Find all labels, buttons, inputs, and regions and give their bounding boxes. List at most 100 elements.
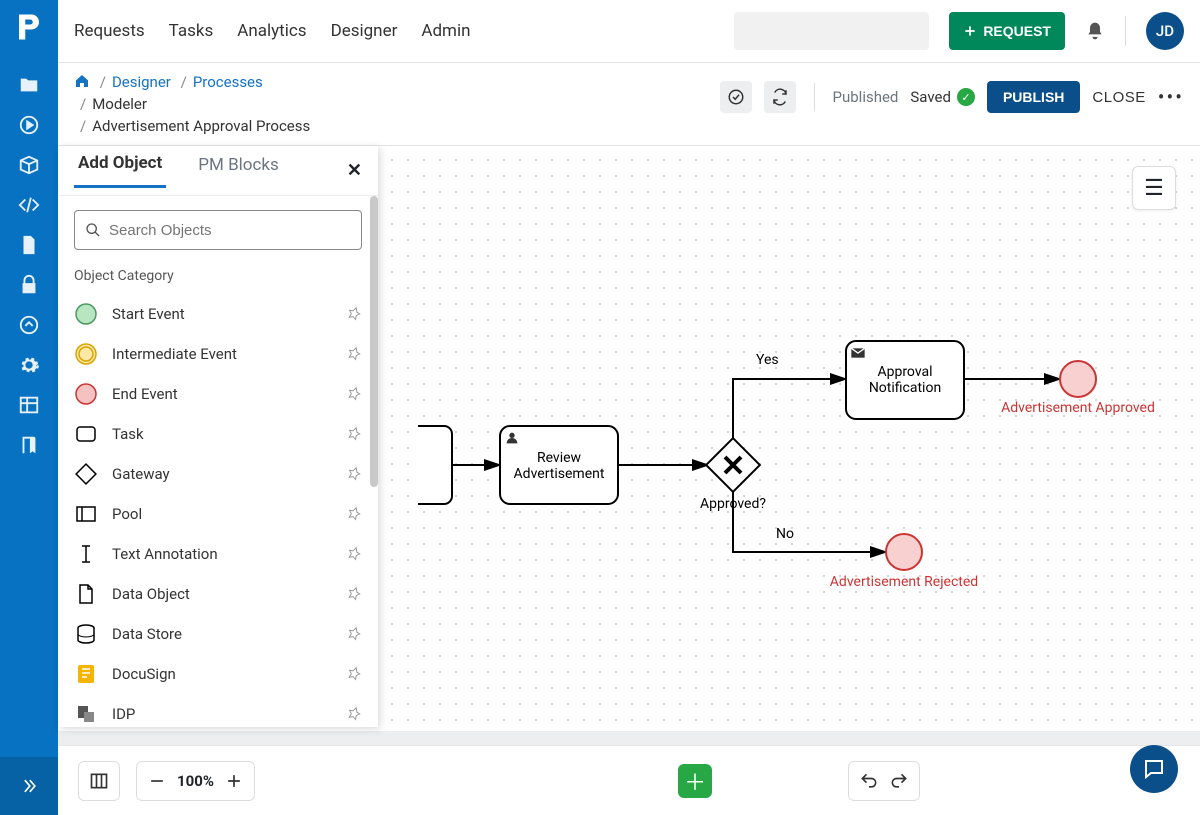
objects-panel: Add Object PM Blocks ✕ Object Category S… — [58, 146, 378, 727]
request-button[interactable]: REQUEST — [949, 12, 1065, 50]
crumb-modeler: Modeler — [92, 95, 147, 113]
node-partial-task[interactable] — [418, 426, 452, 504]
node-gateway[interactable] — [706, 438, 760, 492]
search-input[interactable] — [752, 23, 933, 39]
notifications-icon[interactable] — [1085, 21, 1105, 41]
bpmn-canvas[interactable]: Review Advertisement Approved? Yes — [378, 146, 1200, 766]
publish-button[interactable]: PUBLISH — [987, 81, 1080, 113]
object-label: Pool — [112, 505, 332, 523]
close-button[interactable]: CLOSE — [1092, 89, 1145, 106]
file-icon[interactable] — [18, 234, 40, 256]
code-icon[interactable] — [18, 194, 40, 216]
pin-icon[interactable] — [346, 426, 362, 442]
nav-link-tasks[interactable]: Tasks — [169, 21, 214, 41]
message-marker-icon — [851, 348, 864, 357]
object-label: DocuSign — [112, 665, 332, 683]
validate-button[interactable] — [720, 81, 752, 113]
zoom-in-icon[interactable] — [224, 771, 244, 791]
workspace: Review Advertisement Approved? Yes — [58, 146, 1200, 815]
node-end-rejected[interactable] — [886, 534, 922, 570]
canvas-menu-button[interactable]: ☰ — [1132, 166, 1176, 210]
object-item-gateway[interactable]: Gateway — [58, 454, 378, 494]
edge-gateway-notify[interactable] — [733, 379, 846, 439]
book-icon[interactable] — [18, 434, 40, 456]
object-label: Data Object — [112, 585, 332, 603]
left-rail — [0, 0, 58, 815]
nav-link-requests[interactable]: Requests — [74, 21, 145, 41]
add-element-button[interactable]: ＋ — [678, 764, 712, 798]
redo-icon[interactable] — [889, 771, 909, 791]
panel-close-icon[interactable]: ✕ — [347, 160, 362, 181]
gear-icon[interactable] — [18, 354, 40, 376]
object-item-start-event[interactable]: Start Event — [58, 294, 378, 334]
object-item-idp[interactable]: IDP — [58, 694, 378, 727]
object-label: Start Event — [112, 305, 332, 323]
plus-icon — [963, 24, 977, 38]
search-objects[interactable] — [74, 210, 362, 250]
node-review-label1: Review — [537, 450, 582, 466]
crumb-designer[interactable]: Designer — [112, 73, 171, 91]
task-icon — [74, 422, 98, 446]
pin-icon[interactable] — [346, 346, 362, 362]
user-avatar[interactable]: JD — [1146, 12, 1184, 50]
pin-icon[interactable] — [346, 706, 362, 722]
bottom-toolbar: 100% ＋ — [58, 745, 1200, 815]
chat-fab[interactable] — [1130, 745, 1178, 793]
node-end-approved[interactable] — [1060, 361, 1096, 397]
node-notify-label2: Notification — [869, 380, 941, 396]
idp-icon — [74, 702, 98, 726]
pin-icon[interactable] — [346, 306, 362, 322]
pin-icon[interactable] — [346, 546, 362, 562]
pin-icon[interactable] — [346, 466, 362, 482]
canvas-hscroll[interactable] — [58, 731, 1200, 745]
object-item-text-annotation[interactable]: Text Annotation — [58, 534, 378, 574]
zoom-level: 100% — [177, 772, 214, 790]
lock-icon[interactable] — [18, 274, 40, 296]
map-icon — [89, 771, 109, 791]
edge-label-yes: Yes — [756, 352, 779, 368]
expand-rail-button[interactable] — [0, 757, 58, 815]
pin-icon[interactable] — [346, 386, 362, 402]
crumb-processes[interactable]: Processes — [193, 73, 263, 91]
box-icon[interactable] — [18, 154, 40, 176]
zoom-controls: 100% — [136, 761, 255, 801]
search-objects-input[interactable] — [109, 222, 351, 239]
minimap-button[interactable] — [78, 761, 120, 801]
object-item-data-object[interactable]: Data Object — [58, 574, 378, 614]
object-item-intermediate-event[interactable]: Intermediate Event — [58, 334, 378, 374]
object-label: Intermediate Event — [112, 345, 332, 363]
object-category-label: Object Category — [58, 264, 378, 294]
zoom-out-icon[interactable] — [147, 771, 167, 791]
end-rejected-label: Advertisement Rejected — [830, 574, 978, 590]
object-label: End Event — [112, 385, 332, 403]
undo-redo — [848, 761, 920, 801]
nav-link-designer[interactable]: Designer — [331, 21, 398, 41]
top-nav: Requests Tasks Analytics Designer Admin … — [58, 0, 1200, 63]
object-item-pool[interactable]: Pool — [58, 494, 378, 534]
folder-icon[interactable] — [18, 74, 40, 96]
object-item-docusign[interactable]: DocuSign — [58, 654, 378, 694]
sync-button[interactable] — [764, 81, 796, 113]
more-menu-icon[interactable]: ••• — [1158, 85, 1184, 109]
panel-scrollbar[interactable] — [370, 196, 378, 487]
play-circle-icon[interactable] — [18, 114, 40, 136]
home-icon[interactable] — [74, 73, 90, 89]
nav-links: Requests Tasks Analytics Designer Admin — [74, 21, 470, 41]
tab-add-object[interactable]: Add Object — [74, 153, 166, 188]
tab-pm-blocks[interactable]: PM Blocks — [194, 155, 283, 187]
nav-link-analytics[interactable]: Analytics — [237, 21, 306, 41]
text-annotation-icon — [74, 542, 98, 566]
object-item-end-event[interactable]: End Event — [58, 374, 378, 414]
circle-up-icon[interactable] — [18, 314, 40, 336]
undo-icon[interactable] — [859, 771, 879, 791]
pin-icon[interactable] — [346, 586, 362, 602]
object-item-data-store[interactable]: Data Store — [58, 614, 378, 654]
nav-link-admin[interactable]: Admin — [421, 21, 470, 41]
pin-icon[interactable] — [346, 666, 362, 682]
object-item-task[interactable]: Task — [58, 414, 378, 454]
pin-icon[interactable] — [346, 626, 362, 642]
pin-icon[interactable] — [346, 506, 362, 522]
table-icon[interactable] — [18, 394, 40, 416]
data-object-icon — [74, 582, 98, 606]
global-search[interactable] — [734, 12, 929, 50]
